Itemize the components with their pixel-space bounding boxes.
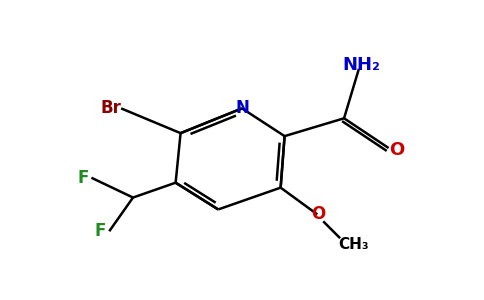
- Text: NH₂: NH₂: [342, 56, 380, 74]
- Text: Br: Br: [100, 99, 121, 117]
- Text: F: F: [95, 222, 106, 240]
- Text: N: N: [235, 99, 249, 117]
- Text: F: F: [77, 169, 89, 187]
- Text: CH₃: CH₃: [339, 237, 369, 252]
- Text: O: O: [311, 206, 325, 224]
- Text: O: O: [389, 141, 404, 159]
